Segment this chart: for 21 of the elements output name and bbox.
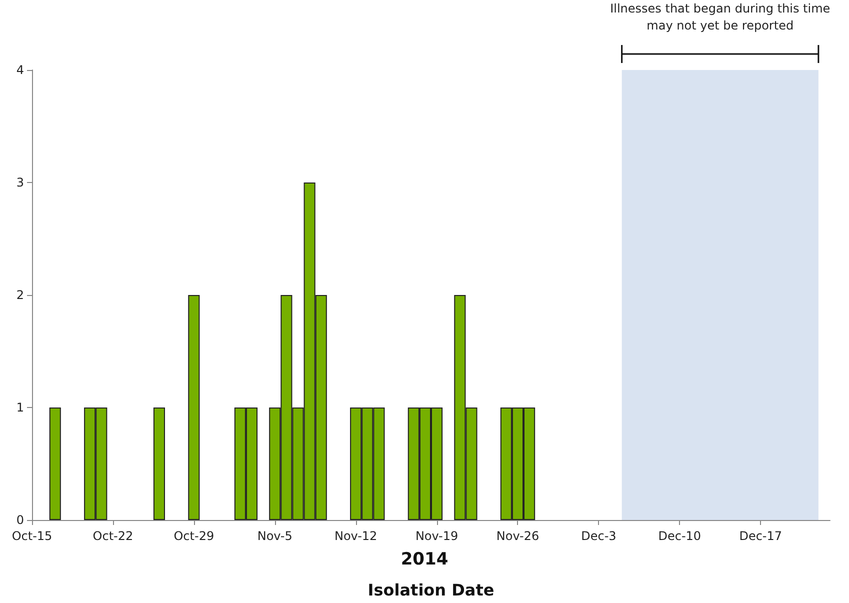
y-tick-label: 1 [16, 400, 24, 414]
x-tick-label: Dec-10 [658, 529, 702, 543]
x-tick-label: Nov-19 [415, 529, 458, 543]
bar [49, 408, 61, 520]
x-tick-label: Oct-22 [92, 529, 134, 543]
band-label: Illnesses that began during this time may not yet be reported [610, 2, 830, 32]
y-tick-label: 0 [16, 513, 24, 527]
x-tick-label: Dec-3 [581, 529, 616, 543]
x-tick-label: Nov-5 [257, 529, 292, 543]
y-tick-label: 3 [16, 176, 24, 190]
x-tick-label: Nov-26 [496, 529, 540, 543]
x-tick-label: Oct-15 [12, 529, 52, 543]
bar [188, 295, 200, 520]
x-tick-label: Nov-12 [334, 529, 378, 543]
y-tick-label: 4 [16, 63, 24, 77]
text: 2014 [400, 550, 448, 570]
x-tick-label: Oct-29 [174, 529, 214, 543]
y-tick-label: 2 [16, 288, 24, 302]
bar [153, 408, 165, 520]
x-tick-label: Dec-17 [739, 529, 782, 543]
x-axis-title: Isolation Date [368, 580, 494, 600]
